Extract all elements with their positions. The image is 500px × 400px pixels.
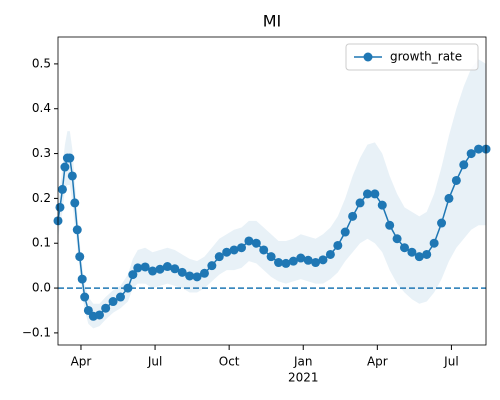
point: [77, 274, 87, 284]
legend-box: [345, 43, 479, 71]
point: [155, 264, 165, 274]
point: [362, 189, 372, 199]
point: [251, 238, 261, 248]
point: [370, 189, 380, 199]
x-tick-label: Jan: [293, 355, 313, 369]
confidence-band: [58, 59, 486, 329]
point: [474, 144, 484, 154]
point: [162, 262, 172, 272]
plot-frame: [57, 36, 487, 346]
point: [140, 262, 150, 272]
point: [170, 264, 180, 274]
point: [70, 198, 80, 208]
point: [348, 211, 358, 221]
point: [128, 270, 138, 280]
point: [459, 160, 469, 170]
point: [177, 267, 187, 277]
y-tick-label: 0.5: [32, 56, 51, 70]
point: [94, 310, 104, 320]
point: [466, 149, 476, 159]
point: [392, 234, 402, 244]
point: [108, 297, 118, 307]
point: [229, 245, 239, 255]
point: [399, 243, 409, 253]
point: [133, 263, 143, 273]
x-tick-label: Apr: [367, 355, 388, 369]
x-tick-label: Apr: [71, 355, 92, 369]
legend-label: growth_rate: [390, 50, 462, 64]
point: [422, 249, 432, 259]
point: [207, 261, 217, 271]
point: [414, 252, 424, 262]
y-tick-label: 0.4: [32, 101, 51, 115]
point: [444, 193, 454, 203]
point: [67, 171, 77, 181]
point: [101, 303, 111, 313]
point: [72, 225, 82, 235]
point: [266, 252, 276, 262]
point: [57, 184, 67, 194]
y-tick-label: 0.1: [32, 236, 51, 250]
point: [55, 202, 65, 212]
point: [75, 252, 85, 262]
chart-title: MI: [263, 12, 282, 31]
point: [325, 249, 335, 259]
point: [185, 271, 195, 281]
point: [340, 227, 350, 237]
point: [244, 236, 254, 246]
y-tick-label: 0.2: [32, 191, 51, 205]
x-year-label: 2021: [288, 371, 319, 385]
point: [259, 245, 269, 255]
point: [355, 198, 365, 208]
point: [199, 268, 209, 278]
point: [148, 266, 158, 276]
point: [115, 292, 125, 302]
point: [385, 220, 395, 230]
point: [60, 162, 70, 172]
point: [274, 258, 284, 268]
point: [222, 247, 232, 257]
x-tick-label: Jul: [443, 355, 458, 369]
point: [236, 243, 246, 253]
point: [311, 258, 321, 268]
point: [437, 218, 447, 228]
point: [192, 272, 202, 282]
point: [377, 200, 387, 210]
point: [407, 247, 417, 257]
point: [303, 255, 313, 265]
point: [80, 292, 90, 302]
point: [214, 252, 224, 262]
point: [123, 283, 133, 293]
y-tick-label: −0.1: [22, 325, 51, 339]
x-tick-label: Jul: [147, 355, 162, 369]
point: [281, 258, 291, 268]
point: [333, 240, 343, 250]
y-tick-label: 0.0: [32, 281, 51, 295]
point: [65, 153, 75, 163]
point: [429, 238, 439, 248]
point: [288, 256, 298, 266]
point: [296, 253, 306, 263]
x-tick-label: Oct: [219, 355, 240, 369]
y-tick-label: 0.3: [32, 146, 51, 160]
point: [318, 255, 328, 265]
point: [451, 175, 461, 185]
legend-marker: [363, 52, 373, 62]
